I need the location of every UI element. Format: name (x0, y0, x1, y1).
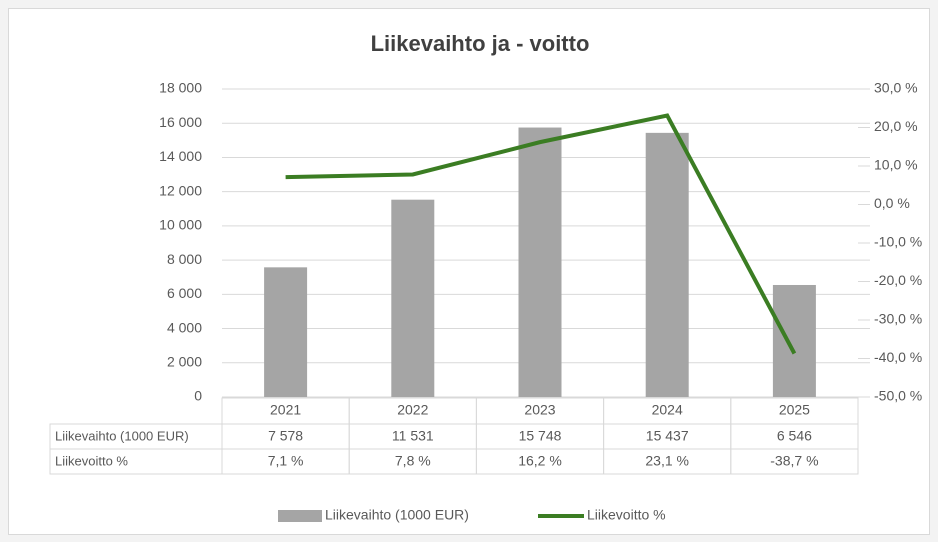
y-tick-label: 4 000 (167, 319, 202, 335)
y-tick-label: 2 000 (167, 353, 202, 369)
y2-tick-label: -40,0 % (874, 349, 922, 365)
row-label: Liikevoitto % (55, 453, 128, 468)
table-value: 16,2 % (518, 453, 562, 469)
y-tick-label: 8 000 (167, 251, 202, 267)
bar (645, 132, 689, 397)
table-value: 15 748 (519, 428, 562, 444)
x-tick-label: 2023 (524, 402, 555, 418)
y2-tick-label: -20,0 % (874, 272, 922, 288)
table-value: 15 437 (646, 428, 689, 444)
y2-tick-label: 20,0 % (874, 118, 918, 134)
legend-swatch (278, 510, 322, 522)
row-label: Liikevaihto (1000 EUR) (55, 428, 189, 443)
y-tick-label: 12 000 (159, 182, 202, 198)
table-value: 6 546 (777, 428, 812, 444)
y-tick-label: 6 000 (167, 285, 202, 301)
y-tick-label: 16 000 (159, 114, 202, 130)
bar (772, 284, 816, 397)
table-value: 7,8 % (395, 453, 431, 469)
y-tick-label: 14 000 (159, 148, 202, 164)
legend-label: Liikevaihto (1000 EUR) (325, 507, 469, 523)
x-tick-label: 2025 (779, 402, 810, 418)
y-tick-label: 18 000 (159, 80, 202, 96)
bar (518, 127, 562, 397)
y-tick-label: 0 (194, 388, 202, 404)
table-value: 7 578 (268, 428, 303, 444)
table-value: 11 531 (392, 428, 434, 444)
chart-area (8, 8, 930, 535)
y2-tick-label: -10,0 % (874, 234, 922, 250)
y2-tick-label: 30,0 % (874, 80, 918, 96)
table-value: 7,1 % (268, 453, 304, 469)
bar (391, 199, 435, 397)
y2-tick-label: 0,0 % (874, 195, 910, 211)
y2-tick-label: 10,0 % (874, 157, 918, 173)
legend-label: Liikevoitto % (587, 507, 666, 523)
x-tick-label: 2024 (652, 402, 683, 418)
x-tick-label: 2022 (397, 402, 428, 418)
x-tick-label: 2021 (270, 402, 301, 418)
y2-tick-label: -50,0 % (874, 388, 922, 404)
table-value: -38,7 % (770, 453, 818, 469)
table-value: 23,1 % (645, 453, 689, 469)
y2-tick-label: -30,0 % (874, 311, 922, 327)
chart-title: Liikevaihto ja - voitto (371, 31, 590, 56)
bar (264, 267, 308, 397)
y-tick-label: 10 000 (159, 217, 202, 233)
table-cell (730, 448, 859, 475)
line (285, 113, 797, 355)
